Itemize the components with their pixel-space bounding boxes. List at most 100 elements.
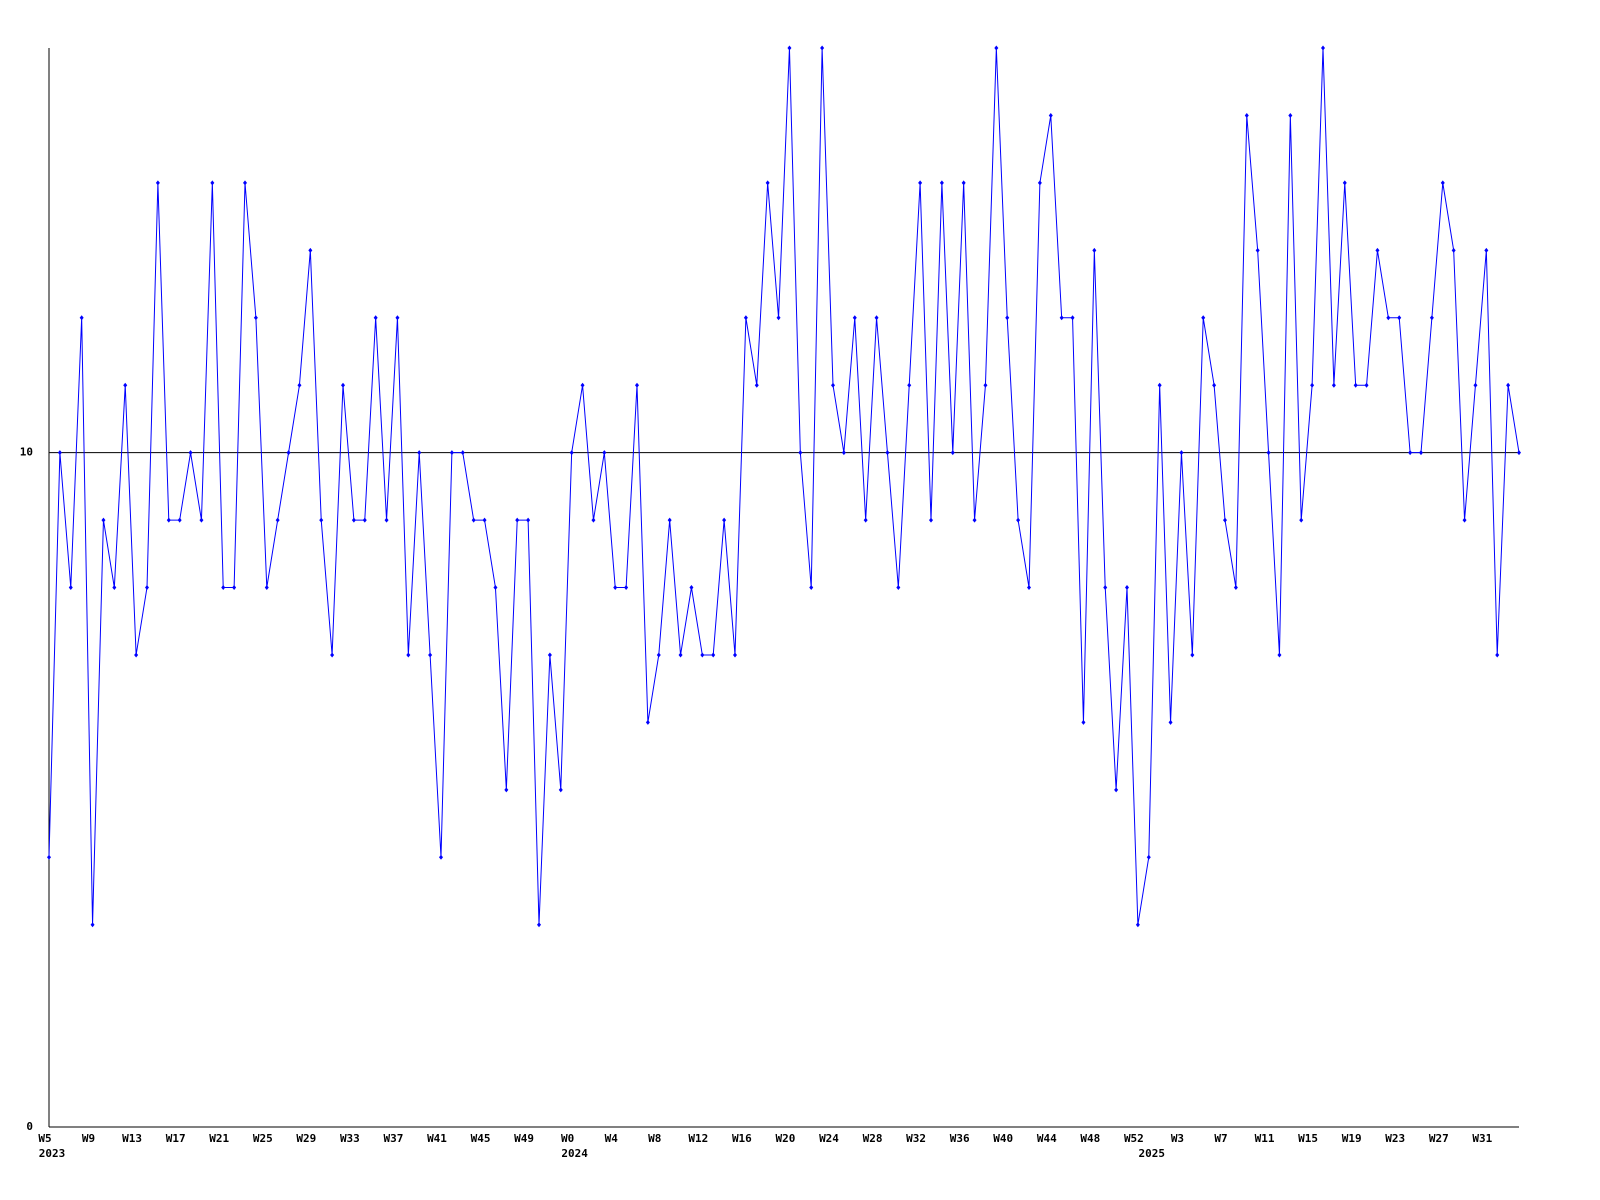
data-point [90,922,95,928]
data-point [1103,585,1108,590]
data-point [1092,247,1097,253]
x-tick-label: W21 [209,1132,229,1145]
data-point [1168,719,1173,725]
data-point [863,517,868,523]
data-point [493,585,498,590]
x-tick-label: W49 [514,1132,534,1145]
data-point [1027,585,1031,590]
data-point [1331,382,1336,388]
data-point [351,517,356,523]
data-point [1059,315,1064,321]
data-point [1353,382,1358,388]
data-point [1070,315,1075,321]
data-point [199,517,204,523]
data-point [831,382,835,388]
data-point [635,382,639,388]
x-tick-label: W17 [166,1132,186,1145]
data-point [743,315,748,321]
data-point [1277,652,1282,658]
data-point [939,180,944,186]
x-tick-label: W12 [688,1132,708,1145]
y-tick-label: 0 [26,1120,33,1133]
data-point [907,382,912,388]
data-point [798,450,803,456]
data-point [1321,45,1325,51]
data-point [591,517,596,523]
x-tick-label: W20 [776,1132,796,1145]
data-point [1506,382,1511,388]
data-point [362,517,367,523]
data-point [123,382,128,388]
data-point [177,517,182,523]
x-tick-label: W31 [1472,1132,1492,1145]
data-point [1266,450,1271,456]
data-point [47,854,51,860]
data-point [1484,247,1489,253]
data-point [537,922,541,928]
data-point [1342,180,1347,186]
data-point [885,450,890,456]
data-point [1081,719,1086,725]
data-point [820,45,825,51]
data-point [918,180,923,186]
data-point [1114,787,1119,793]
data-point [700,652,705,658]
data-point [1125,585,1129,590]
data-point [896,585,901,590]
x-tick-label: W45 [471,1132,491,1145]
data-point [950,450,955,456]
x-tick-label: W37 [384,1132,404,1145]
data-point [841,450,846,456]
data-point [1190,652,1195,658]
x-tick-label: W0 [561,1132,574,1145]
data-point [471,517,476,523]
x-tick-label: W33 [340,1132,360,1145]
data-point [188,450,193,456]
x-tick-label: W32 [906,1132,926,1145]
x-tick-label: W4 [605,1132,619,1145]
data-point [1244,112,1249,118]
data-point [406,652,411,658]
data-point [1146,854,1151,860]
data-point [1179,450,1184,456]
data-point [961,180,966,186]
data-point [101,517,106,523]
data-point [1397,315,1402,321]
x-tick-label: W41 [427,1132,447,1145]
data-point [787,45,792,51]
data-point [1495,652,1500,658]
data-point [1364,382,1369,388]
x-tick-label: W27 [1429,1132,1449,1145]
data-point [1048,112,1053,118]
data-point [330,652,335,658]
data-point [308,247,313,253]
data-point [79,315,84,321]
data-point [210,180,215,186]
data-point [1157,382,1162,388]
data-point [874,315,879,321]
data-point [243,180,247,186]
data-point [504,787,509,793]
data-point [667,517,672,523]
year-label: 2025 [1139,1147,1166,1160]
x-tick-label: W19 [1342,1132,1362,1145]
data-point [547,652,552,658]
x-tick-label: W11 [1255,1132,1275,1145]
x-tick-label: W3 [1171,1132,1184,1145]
data-point [733,652,737,658]
y-tick-label: 10 [20,446,33,459]
data-point [1462,517,1467,523]
data-point [395,315,400,321]
data-point [1440,180,1445,186]
data-line [48,47,1520,925]
x-tick-label: W40 [993,1132,1013,1145]
data-point [428,652,433,658]
x-tick-label: W23 [1385,1132,1405,1145]
data-point [1005,315,1010,321]
data-point [264,585,269,590]
data-point [689,585,694,590]
data-point [1212,382,1217,388]
x-tick-label: W48 [1080,1132,1100,1145]
data-point [417,450,422,456]
data-point [613,585,618,590]
